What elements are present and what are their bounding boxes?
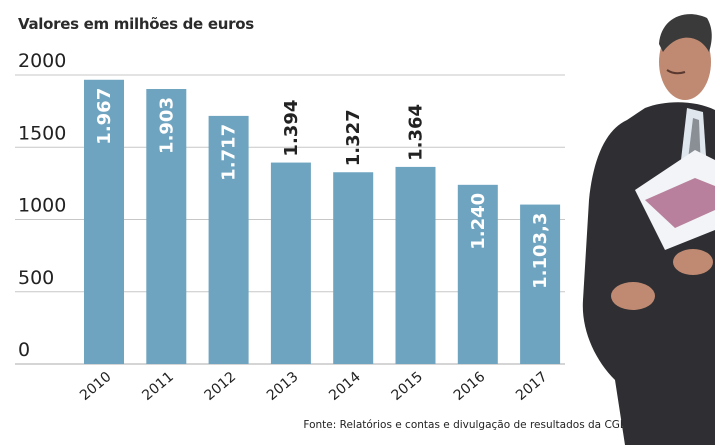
bar-data-label: 1.717 — [219, 124, 240, 181]
y-tick-label: 0 — [18, 339, 30, 361]
y-tick-label: 1500 — [18, 122, 66, 144]
bar — [208, 115, 249, 365]
x-tick-label: 2012 — [202, 369, 240, 404]
x-tick-label: 2017 — [513, 369, 551, 404]
x-tick-label: 2010 — [77, 369, 115, 404]
y-tick-label: 1000 — [18, 195, 66, 217]
bar — [146, 89, 187, 364]
bar-data-label: 1.240 — [468, 193, 489, 250]
bar-data-label: 1.364 — [406, 104, 427, 161]
bar-data-label: 1.103,3 — [530, 213, 551, 289]
y-tick-label: 500 — [18, 267, 54, 289]
bar-data-label: 1.903 — [156, 97, 177, 154]
bar-data-label: 1.394 — [281, 100, 302, 157]
bar — [457, 184, 498, 364]
bar-chart: 0 500 1000 1500 2000 1.967 1.903 1.717 1.394 1.3… — [15, 50, 565, 404]
bar — [395, 166, 436, 364]
y-axis-tick-labels: 0 500 1000 1500 2000 — [18, 50, 66, 361]
bar-data-label: 1.967 — [94, 88, 115, 145]
bar-data-label: 1.327 — [343, 109, 364, 166]
source-note: Fonte: Relatórios e contas e divulgação … — [303, 419, 628, 431]
y-tick-label: 2000 — [18, 50, 66, 72]
x-tick-label: 2011 — [139, 369, 177, 404]
x-tick-label: 2014 — [326, 369, 364, 404]
bar — [270, 162, 311, 364]
bar — [84, 79, 124, 365]
bar — [333, 172, 374, 364]
x-axis-tick-labels: 2010 2011 2012 2013 2014 2015 2016 2017 — [77, 369, 551, 404]
x-tick-label: 2013 — [264, 369, 302, 404]
chart-subtitle: Valores em milhões de euros — [18, 15, 254, 33]
bar — [520, 204, 561, 364]
bar-data-labels: 1.967 1.903 1.717 1.394 1.327 1.364 1.240 1.103… — [94, 88, 551, 289]
x-tick-label: 2015 — [388, 369, 426, 404]
person-photo-icon — [582, 14, 715, 445]
bars — [84, 79, 561, 365]
x-tick-label: 2016 — [451, 369, 489, 404]
